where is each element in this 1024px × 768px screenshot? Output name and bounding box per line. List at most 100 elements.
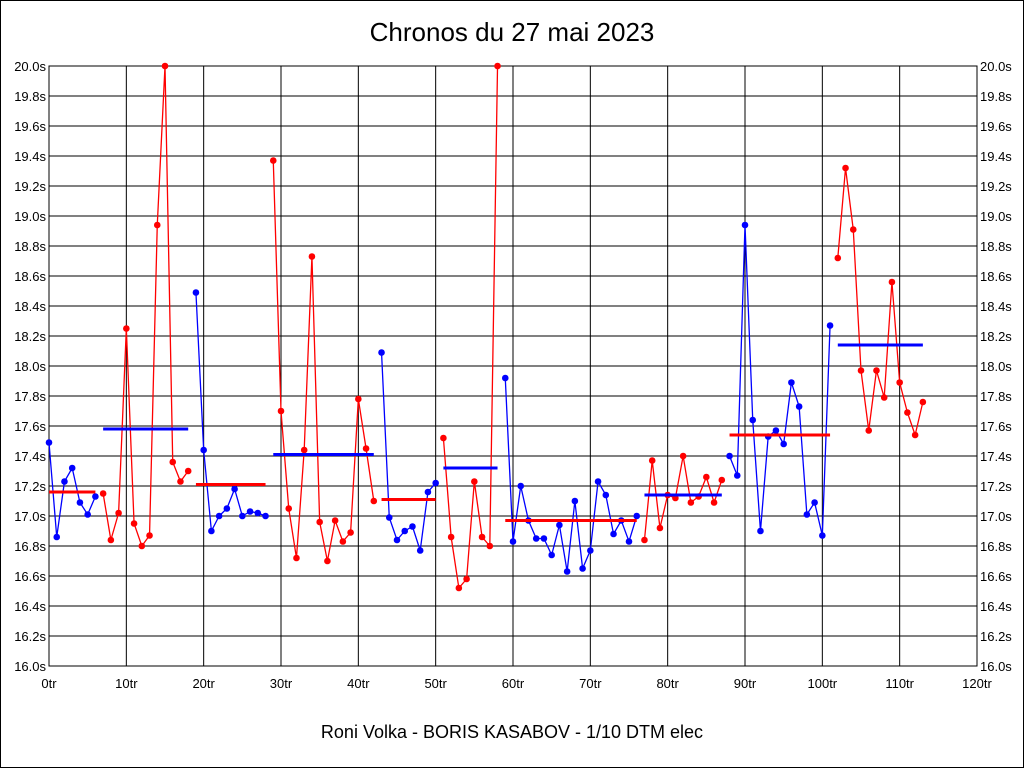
y-tick-label-right: 18.0s	[980, 359, 1012, 374]
data-point	[177, 478, 184, 485]
data-point	[184, 467, 192, 475]
data-point	[61, 478, 68, 485]
data-point	[239, 512, 246, 520]
data-point	[710, 499, 718, 506]
data-point	[726, 452, 733, 460]
data-point	[324, 557, 331, 565]
data-point	[610, 530, 617, 538]
data-point	[741, 221, 749, 229]
y-tick-label-right: 17.6s	[980, 419, 1012, 434]
data-point	[308, 253, 316, 260]
x-axis-label: Roni Volka - BORIS KASABOV - 1/10 DTM el…	[320, 722, 704, 742]
x-tick-label: 0tr	[41, 676, 57, 691]
series-line-4	[272, 160, 375, 562]
y-tick-label-left: 17.2s	[14, 479, 46, 494]
data-point	[509, 538, 517, 545]
y-tick-label-left: 18.2s	[14, 329, 46, 344]
y-tick-label-left: 19.0s	[14, 209, 46, 224]
data-point	[849, 226, 857, 233]
y-tick-label-left: 18.6s	[14, 269, 46, 284]
plot-border	[48, 65, 978, 667]
data-point	[880, 394, 888, 401]
data-point	[293, 554, 300, 562]
data-point	[339, 538, 347, 545]
series-line-7	[504, 377, 638, 572]
data-point	[718, 476, 726, 484]
x-tick-label: 20tr	[192, 676, 215, 691]
data-point	[153, 221, 161, 229]
y-tick-label-right: 20.0s	[980, 59, 1012, 74]
data-point	[262, 512, 269, 520]
data-point	[703, 473, 710, 481]
y-tick-label-right: 18.6s	[980, 269, 1012, 284]
data-point	[780, 440, 787, 448]
x-tick-label: 50tr	[424, 676, 447, 691]
data-point	[192, 289, 200, 296]
data-point	[355, 395, 362, 403]
data-point	[215, 512, 223, 520]
y-tick-label-right: 16.6s	[980, 569, 1012, 584]
y-tick-label-left: 19.8s	[14, 89, 46, 104]
data-point	[641, 536, 648, 544]
data-point	[757, 527, 764, 535]
y-tick-label-left: 17.4s	[14, 449, 46, 464]
data-point	[625, 538, 633, 545]
y-tick-label-right: 17.2s	[980, 479, 1012, 494]
data-point	[231, 485, 238, 493]
x-tick-label: 40tr	[347, 676, 370, 691]
data-point	[269, 157, 277, 164]
data-point	[865, 427, 873, 434]
series-line-8	[643, 455, 723, 541]
data-point	[594, 478, 602, 485]
data-point	[409, 523, 416, 530]
y-tick-label-left: 19.6s	[14, 119, 46, 134]
data-point	[84, 511, 91, 518]
data-point	[679, 452, 687, 460]
y-tick-label-right: 16.2s	[980, 629, 1012, 644]
data-point	[99, 490, 107, 497]
data-point	[532, 535, 540, 542]
data-point	[486, 542, 494, 550]
y-tick-label-left: 18.0s	[14, 359, 46, 374]
data-point	[161, 62, 169, 70]
x-tick-label: 90tr	[734, 676, 757, 691]
chart-title: Chronos du 27 mai 2023	[369, 17, 655, 47]
x-tick-label: 80tr	[656, 676, 679, 691]
series-line-2	[102, 65, 189, 548]
data-point	[811, 499, 818, 506]
y-tick-label-left: 16.0s	[14, 659, 46, 674]
data-point	[733, 472, 741, 479]
y-tick-label-left: 18.8s	[14, 239, 46, 254]
y-tick-label-left: 20.0s	[14, 59, 46, 74]
data-point	[819, 532, 826, 539]
data-point	[826, 322, 834, 329]
data-point	[440, 434, 447, 442]
y-tick-label-left: 17.0s	[14, 509, 46, 524]
y-tick-label-right: 18.2s	[980, 329, 1012, 344]
data-point	[53, 533, 61, 541]
y-tick-label-right: 18.4s	[980, 299, 1012, 314]
data-point	[911, 431, 919, 439]
data-point	[556, 521, 563, 529]
data-point	[200, 446, 207, 454]
data-point	[432, 479, 439, 487]
data-point	[393, 536, 401, 544]
data-point	[138, 542, 146, 550]
data-point	[169, 458, 177, 466]
data-point	[548, 551, 555, 559]
y-tick-label-right: 19.6s	[980, 119, 1012, 134]
data-point	[300, 446, 308, 454]
data-point	[788, 379, 795, 386]
data-point	[68, 464, 76, 472]
data-point	[517, 482, 525, 490]
data-point	[277, 407, 285, 415]
data-point	[385, 514, 393, 521]
data-point	[687, 499, 695, 506]
y-tick-label-right: 16.8s	[980, 539, 1012, 554]
data-point	[115, 509, 122, 517]
data-point	[246, 508, 254, 515]
y-tick-label-right: 18.8s	[980, 239, 1012, 254]
x-tick-label: 10tr	[115, 676, 138, 691]
data-point	[285, 505, 293, 512]
